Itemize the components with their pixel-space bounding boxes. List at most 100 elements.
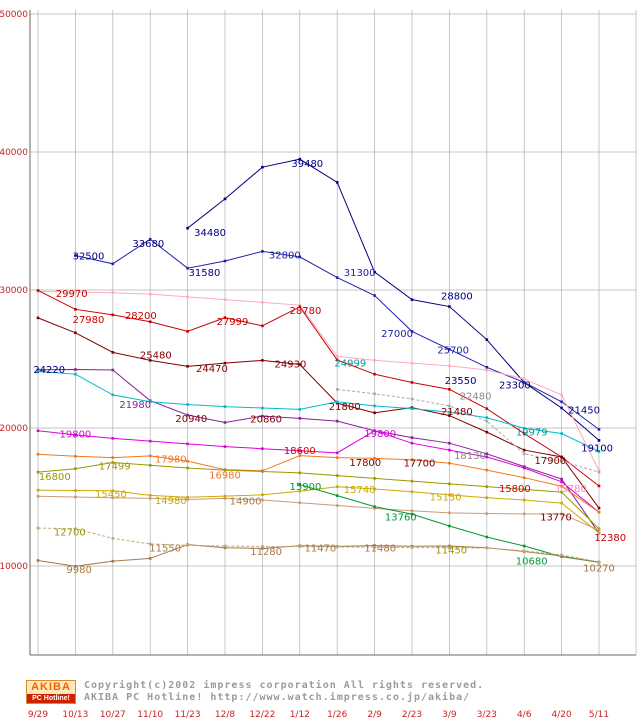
data-point-marker — [560, 406, 563, 410]
data-point-marker — [335, 419, 339, 423]
data-point-marker — [111, 262, 115, 266]
data-point-marker — [485, 419, 489, 423]
data-point-marker — [223, 546, 227, 550]
data-label: 17700 — [404, 459, 436, 470]
data-point-marker — [223, 197, 227, 201]
data-point-marker — [597, 560, 601, 564]
data-point-marker — [448, 388, 451, 391]
data-point-marker — [410, 381, 414, 384]
data-label: 19100 — [581, 443, 613, 454]
data-label: 32500 — [73, 252, 105, 263]
data-label: 22480 — [460, 392, 492, 403]
data-point-marker — [261, 414, 264, 418]
data-label: 11470 — [304, 544, 336, 555]
data-point-marker — [373, 392, 376, 396]
site-url-text: AKIBA PC Hotline! http://www.watch.impre… — [84, 692, 471, 703]
data-point-marker — [485, 455, 489, 459]
data-point-marker — [261, 359, 264, 362]
data-point-marker — [560, 455, 563, 459]
x-axis-tick-label: 2/9 — [367, 710, 382, 720]
data-point-marker — [448, 482, 451, 486]
data-point-marker — [74, 368, 77, 371]
data-point-marker — [560, 477, 563, 481]
x-axis-tick-label: 9/29 — [28, 710, 48, 720]
data-label: 17980 — [155, 455, 187, 466]
x-axis-tick-label: 10/27 — [100, 710, 126, 720]
data-point-marker — [410, 407, 414, 410]
data-point-marker — [111, 537, 115, 540]
akiba-pc-hotline-logo: AKIBA PC Hotline! — [26, 680, 76, 704]
data-point-marker — [597, 484, 601, 488]
data-point-marker — [298, 501, 302, 505]
data-point-marker — [448, 448, 451, 452]
data-point-marker — [74, 254, 77, 257]
data-point-marker — [74, 495, 77, 499]
x-axis-tick-label: 11/23 — [175, 710, 201, 720]
price-line-series-09 — [37, 430, 600, 513]
data-point-marker — [148, 497, 152, 500]
data-point-marker — [298, 471, 302, 475]
data-point-marker — [522, 448, 526, 452]
x-axis-tick-label: 1/26 — [327, 710, 347, 720]
price-line-series-16 — [37, 527, 600, 563]
data-point-marker — [597, 531, 601, 535]
data-point-marker — [560, 490, 563, 494]
data-point-marker — [335, 474, 339, 477]
data-label: 11550 — [149, 544, 181, 555]
data-label: 33680 — [132, 239, 164, 250]
data-label: 20860 — [250, 414, 282, 425]
data-label: 17499 — [99, 461, 131, 472]
price-line-series-11 — [37, 462, 600, 530]
data-point-marker — [261, 447, 264, 450]
data-point-marker — [223, 259, 227, 263]
data-point-marker — [111, 559, 115, 563]
data-point-marker — [448, 461, 451, 465]
data-point-marker — [298, 483, 302, 486]
data-point-marker — [410, 298, 414, 301]
data-point-marker — [74, 372, 77, 376]
data-label: 24930 — [275, 359, 307, 370]
data-point-marker — [186, 365, 189, 368]
data-label: 17800 — [349, 458, 381, 469]
data-point-marker — [448, 544, 451, 548]
data-point-marker — [448, 546, 451, 550]
data-label: 10680 — [516, 557, 548, 568]
data-point-marker — [522, 512, 526, 516]
data-point-marker — [186, 330, 189, 333]
data-label: 15450 — [95, 490, 127, 501]
data-label: 23550 — [445, 376, 477, 387]
price-line-series-06 — [37, 368, 600, 534]
data-label: 24999 — [334, 359, 366, 370]
data-label: 11280 — [250, 547, 282, 558]
data-point-marker — [186, 295, 189, 299]
x-axis-tick-label: 5/11 — [589, 710, 609, 720]
data-point-marker — [485, 485, 489, 488]
data-point-marker — [74, 331, 77, 335]
data-point-marker — [261, 301, 264, 304]
x-axis-tick-label: 11/10 — [137, 710, 163, 720]
data-point-marker — [186, 459, 189, 463]
data-label: 24220 — [33, 365, 65, 376]
data-point-marker — [36, 370, 40, 373]
data-point-marker — [597, 428, 601, 431]
data-point-marker — [148, 463, 152, 467]
data-point-marker — [448, 305, 451, 308]
data-label: 20940 — [175, 414, 207, 425]
x-axis-tick-label: 12/22 — [249, 710, 275, 720]
data-point-marker — [298, 255, 302, 259]
data-point-marker — [522, 549, 526, 553]
data-point-marker — [186, 442, 189, 446]
logo-akiba-text: AKIBA — [27, 681, 75, 694]
data-point-marker — [410, 546, 414, 549]
data-point-marker — [298, 303, 302, 307]
data-point-marker — [223, 544, 227, 548]
data-point-marker — [597, 527, 601, 531]
data-point-marker — [335, 504, 339, 507]
data-point-marker — [560, 432, 563, 435]
data-point-marker — [560, 393, 563, 397]
data-point-marker — [298, 489, 302, 493]
data-point-marker — [335, 388, 339, 391]
x-axis-tick-label: 1/12 — [290, 710, 310, 720]
data-point-marker — [223, 494, 227, 498]
